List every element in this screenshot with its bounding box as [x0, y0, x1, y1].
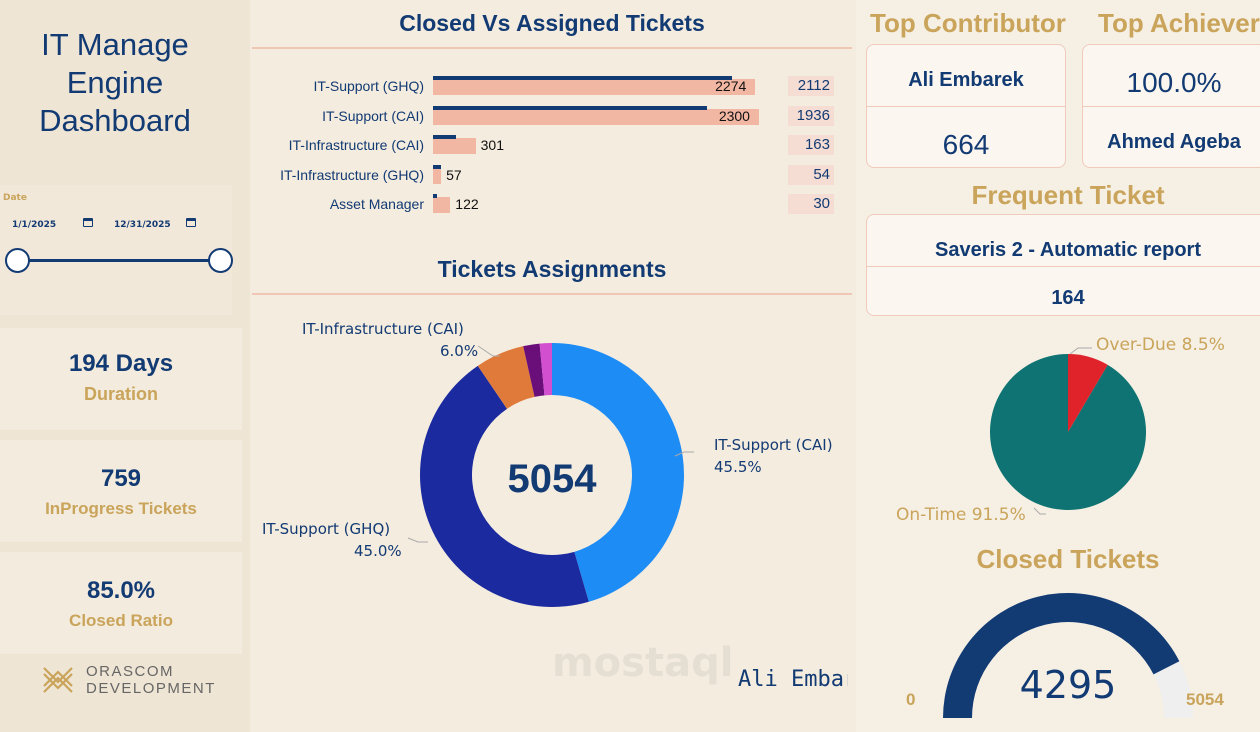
bar-value-label: 2300	[718, 107, 750, 124]
leader-line	[1069, 347, 1092, 355]
kpi-closed-ratio: 85.0% Closed Ratio	[0, 552, 242, 654]
top-contributor-card: Ali Embarek 664	[866, 44, 1066, 168]
watermark: mostaql	[552, 640, 734, 686]
tickets-assignments-title: Tickets Assignments	[437, 256, 667, 282]
closed-vs-assigned-title: Closed Vs Assigned Tickets	[399, 10, 705, 36]
top-achiever-name: Ahmed Ageba	[1107, 131, 1241, 153]
label-it-infra-cai: IT-Infrastructure (CAI) 6.0%	[302, 320, 479, 360]
top-achiever-value: 100.0%	[1126, 67, 1222, 98]
closed-tickets-title: Closed Tickets	[976, 544, 1160, 574]
donut-slice[interactable]	[477, 346, 535, 409]
right-panel: Top Contributor Top Achiever Ali Embarek…	[856, 0, 1260, 732]
label-it-support-cai: IT-Support (CAI) 45.5%	[714, 436, 833, 476]
label-it-support-ghq: IT-Support (GHQ) 45.0%	[262, 520, 402, 560]
scrolling-ticker: Ali Embarek	[738, 667, 848, 692]
donut-slice[interactable]	[539, 343, 552, 396]
gauge-value: 4295	[1020, 663, 1117, 707]
bar-value-label: 122	[455, 196, 479, 212]
frequent-ticket-value: 164	[1051, 287, 1085, 309]
calendar-icon[interactable]	[186, 218, 196, 227]
bar-category-label: IT-Support (CAI)	[322, 107, 424, 124]
frequent-ticket-title: Frequent Ticket	[971, 180, 1165, 210]
gauge-max: 5054	[1186, 690, 1224, 709]
donut-slice[interactable]	[420, 365, 589, 607]
leader-line	[407, 537, 428, 543]
kpi-duration: 194 Days Duration	[0, 328, 242, 430]
bar-value-label: 301	[480, 137, 504, 153]
tickets-assignments-donut: 5054	[407, 343, 694, 607]
leader-line	[674, 451, 694, 457]
bar-series-b[interactable]	[433, 105, 708, 110]
leader-line	[1033, 507, 1046, 515]
top-contributor-value: 664	[942, 129, 990, 160]
donut-slice[interactable]	[523, 343, 545, 397]
bar-category-label: Asset Manager	[329, 196, 424, 212]
middle-panel: Closed Vs Assigned Tickets IT-Support (G…	[252, 0, 852, 732]
divider	[252, 293, 852, 295]
top-achiever-card: 100.0% Ahmed Ageba	[1082, 44, 1260, 168]
bar-value-label: 30	[788, 194, 834, 214]
gauge-min: 0	[906, 690, 916, 709]
leader-line	[477, 345, 500, 357]
bar-series-b[interactable]	[433, 164, 441, 169]
bar-series-b[interactable]	[433, 135, 457, 139]
left-panel: IT Manage Engine Dashboard Date 1/1/2025…	[0, 0, 250, 732]
date-range-slider[interactable]	[16, 259, 222, 262]
bar-series-b[interactable]	[433, 194, 438, 198]
logo-mark-icon	[43, 667, 73, 693]
bar-value-label: 54	[788, 164, 834, 185]
bar-series-a[interactable]	[433, 167, 442, 184]
bar-value-label: 2112	[788, 76, 834, 96]
donut-slice[interactable]	[552, 343, 684, 602]
bar-series-a[interactable]	[433, 79, 756, 95]
end-date-input[interactable]: 12/31/2025	[114, 220, 171, 230]
top-achiever-title: Top Achiever	[1098, 8, 1260, 38]
bar-series-b[interactable]	[433, 76, 733, 80]
dashboard-title: IT Manage Engine Dashboard	[39, 27, 191, 138]
divider	[252, 47, 852, 49]
top-contributor-title: Top Contributor	[870, 8, 1066, 38]
bar-category-label: IT-Infrastructure (GHQ)	[280, 166, 424, 183]
bar-value-label: 1936	[788, 105, 834, 126]
donut-total: 5054	[508, 457, 598, 501]
slider-end-handle[interactable]	[208, 248, 233, 273]
slider-start-handle[interactable]	[5, 248, 30, 273]
sla-pie-chart	[990, 347, 1146, 515]
over-due-label: Over-Due 8.5%	[1096, 335, 1225, 355]
on-time-label: On-Time 91.5%	[896, 505, 1026, 525]
bar-category-label: IT-Support (GHQ)	[313, 78, 424, 94]
gauge-fill	[943, 592, 1180, 718]
date-label: Date	[3, 193, 27, 203]
bar-value-label: 2274	[715, 78, 747, 94]
date-slicer: Date 1/1/2025 12/31/2025	[0, 185, 233, 315]
bar-series-a[interactable]	[433, 197, 451, 213]
start-date-input[interactable]: 1/1/2025	[12, 220, 57, 230]
frequent-ticket-card: Saveris 2 - Automatic report 164	[866, 214, 1260, 316]
frequent-ticket-name: Saveris 2 - Automatic report	[934, 239, 1201, 261]
bar-value-label: 163	[788, 135, 834, 155]
pie-slice[interactable]	[1068, 354, 1108, 432]
kpi-inprogress: 759 InProgress Tickets	[0, 440, 242, 542]
bar-value-label: 57	[446, 166, 462, 183]
top-contributor-name: Ali Embarek	[908, 69, 1024, 91]
calendar-icon[interactable]	[83, 218, 93, 227]
bar-series-a[interactable]	[433, 108, 759, 125]
company-logo: ORASCOM DEVELOPMENT	[40, 662, 240, 702]
closed-tickets-gauge: 4295	[943, 592, 1193, 718]
bar-category-label: IT-Infrastructure (CAI)	[288, 137, 424, 153]
bar-series-a[interactable]	[433, 138, 476, 154]
